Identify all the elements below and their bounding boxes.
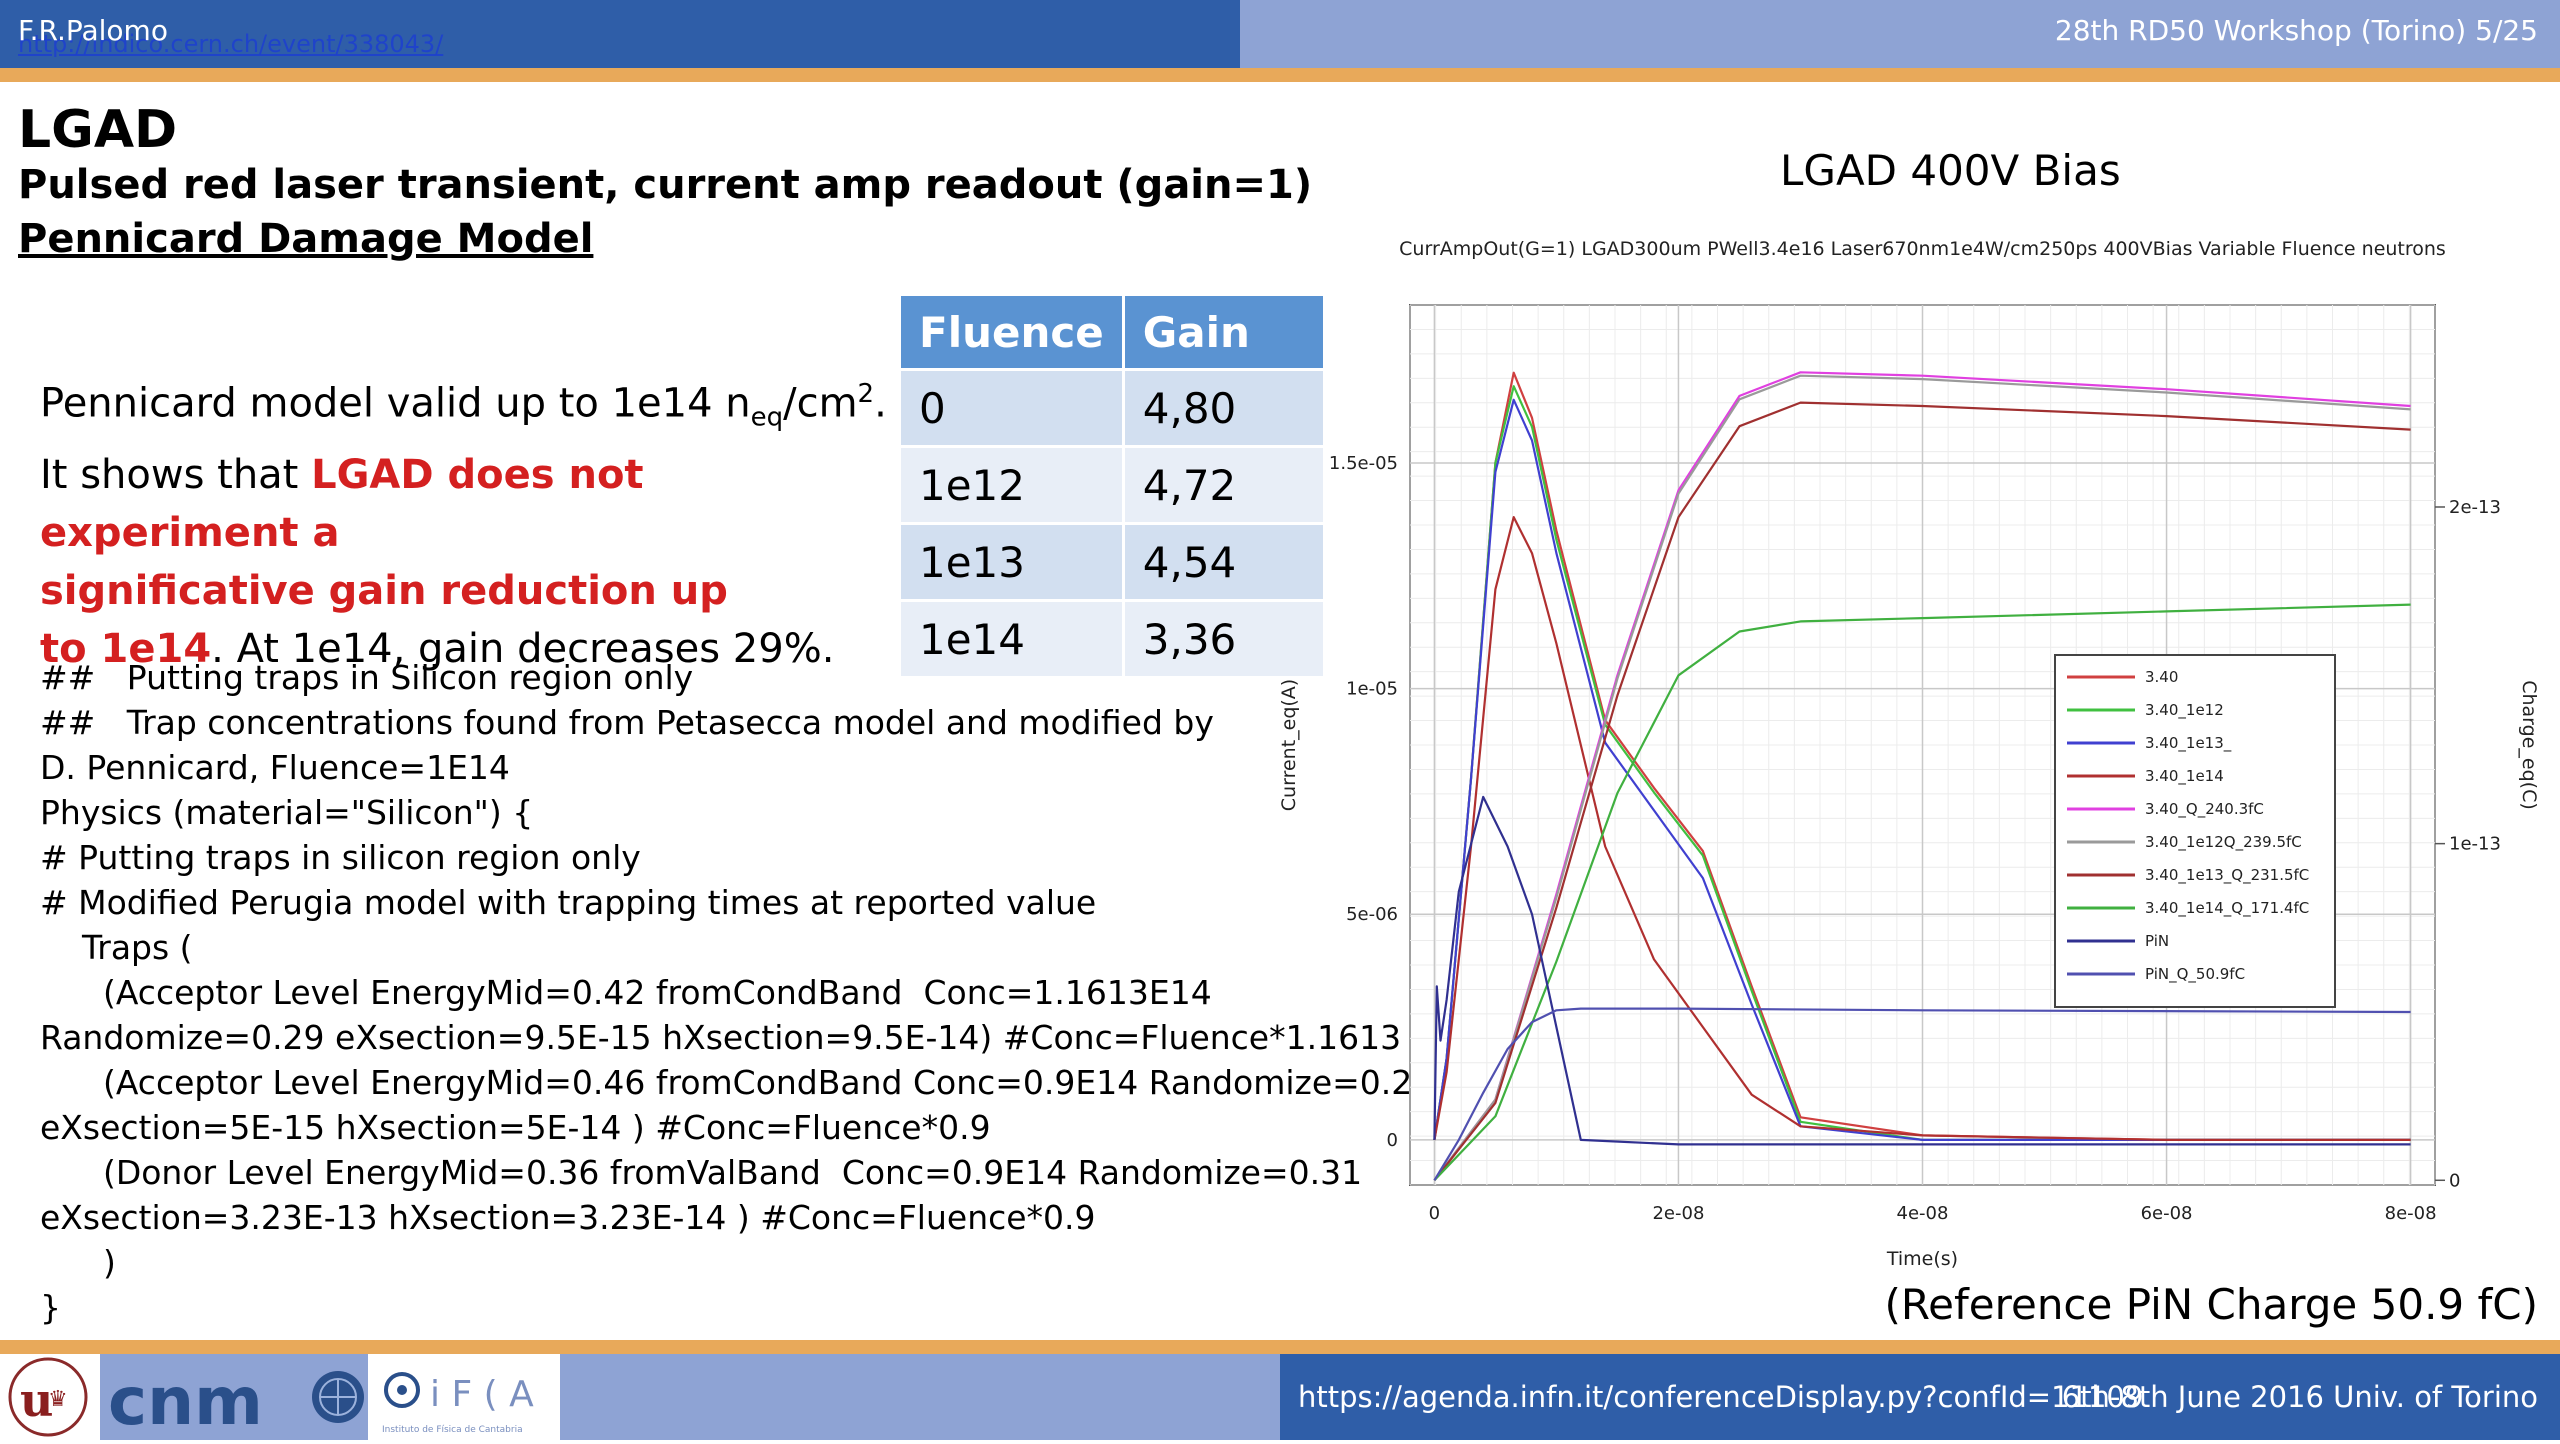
conference-date: 6th-8th June 2016 Univ. of Torino xyxy=(2062,1380,2538,1414)
summary-text: Pennicard model valid up to 1e14 n xyxy=(40,380,751,426)
table-row: 0 4,80 xyxy=(900,370,1325,447)
x-tick-label: 4e-08 xyxy=(1897,1203,1949,1224)
code-line: ) xyxy=(40,1240,1330,1285)
author-name: F.R.Palomo xyxy=(18,14,168,47)
table-cell: 1e12 xyxy=(900,447,1124,524)
code-line: Physics (material="Silicon") { xyxy=(40,790,1330,835)
conference-link[interactable]: https://agenda.infn.it/conferenceDisplay… xyxy=(1298,1380,2143,1414)
workshop-page-label: 28th RD50 Workshop (Torino) 5/25 xyxy=(2055,14,2538,47)
institution-logos: u ♛ cnm i F ( A Instituto de Física de C… xyxy=(0,1354,560,1440)
code-line: } xyxy=(40,1285,1330,1330)
y-tick-label: 1e-05 xyxy=(1346,679,1398,700)
cnm-logo: cnm xyxy=(108,1363,263,1440)
summary-subscript: eq xyxy=(751,402,784,432)
code-line: Traps ( xyxy=(40,925,1330,970)
logo-strip: u ♛ cnm i F ( A Instituto de Física de C… xyxy=(0,1354,560,1440)
y-tick-label: 5e-06 xyxy=(1346,904,1398,925)
summary-paragraph: Pennicard model valid up to 1e14 neq/cm2… xyxy=(40,365,890,678)
header-accent-stripe xyxy=(0,68,2560,82)
legend-label: PiN_Q_50.9fC xyxy=(2145,965,2245,984)
reference-note: (Reference PiN Charge 50.9 fC) xyxy=(1884,1280,2538,1329)
y-tick-label: 0 xyxy=(1387,1130,1398,1151)
legend-label: PiN xyxy=(2145,932,2169,950)
code-line: ## Putting traps in Silicon region only xyxy=(40,655,1330,700)
y-axis-label: Current_eq(A) xyxy=(1278,679,1300,811)
y2-tick-label: 0 xyxy=(2449,1170,2460,1191)
chart-title: CurrAmpOut(G=1) LGAD300um PWell3.4e16 La… xyxy=(1399,238,2446,260)
ifca-subtitle: Instituto de Física de Cantabria xyxy=(382,1425,523,1435)
table-header-row: Fluence Gain xyxy=(900,295,1325,370)
legend-label: 3.40_1e13_Q_231.5fC xyxy=(2145,866,2309,885)
x-tick-label: 6e-08 xyxy=(2141,1203,2193,1224)
x-axis-label: Time(s) xyxy=(1886,1248,1958,1270)
summary-superscript: 2 xyxy=(858,379,875,409)
table-header: Fluence xyxy=(900,295,1124,370)
legend-label: 3.40_1e14 xyxy=(2145,767,2224,786)
transient-chart: CurrAmpOut(G=1) LGAD300um PWell3.4e16 La… xyxy=(1270,225,2540,1275)
code-line: # Putting traps in silicon region only xyxy=(40,835,1330,880)
y2-tick-label: 2e-13 xyxy=(2449,497,2501,518)
x-tick-label: 2e-08 xyxy=(1652,1203,1704,1224)
slide-title: LGAD xyxy=(18,100,177,160)
model-name: Pennicard Damage Model xyxy=(18,216,593,262)
university-seal-logo: u ♛ xyxy=(10,1359,86,1435)
summary-text: /cm xyxy=(783,380,857,426)
table-row: 1e13 4,54 xyxy=(900,524,1325,601)
summary-text: . xyxy=(874,380,887,426)
legend-label: 3.40_1e12Q_239.5fC xyxy=(2145,833,2302,852)
network-sphere-icon xyxy=(312,1371,364,1423)
ifca-logo: i F ( A Instituto de Física de Cantabria xyxy=(382,1374,534,1435)
code-line: eXsection=5E-15 hXsection=5E-14 ) #Conc=… xyxy=(40,1105,1330,1150)
code-line: Randomize=0.29 eXsection=9.5E-15 hXsecti… xyxy=(40,1015,1330,1060)
code-line: ## Trap concentrations found from Petase… xyxy=(40,700,1330,745)
table-cell: 0 xyxy=(900,370,1124,447)
table-row: 1e12 4,72 xyxy=(900,447,1325,524)
fluence-gain-table: Fluence Gain 0 4,80 1e12 4,72 1e13 4,54 … xyxy=(898,293,1326,679)
code-line: # Modified Perugia model with trapping t… xyxy=(40,880,1330,925)
table-cell: 1e13 xyxy=(900,524,1124,601)
svg-text:♛: ♛ xyxy=(48,1387,68,1412)
legend-label: 3.40 xyxy=(2145,668,2178,686)
ifca-wordmark: i F ( A xyxy=(430,1374,534,1415)
code-line: (Acceptor Level EnergyMid=0.46 fromCondB… xyxy=(40,1060,1330,1105)
legend-label: 3.40_Q_240.3fC xyxy=(2145,800,2264,819)
legend-label: 3.40_1e14_Q_171.4fC xyxy=(2145,899,2309,918)
footer-accent-stripe xyxy=(0,1340,2560,1354)
chart-heading: LGAD 400V Bias xyxy=(1780,146,2121,195)
slide-subtitle: Pulsed red laser transient, current amp … xyxy=(18,162,1312,208)
code-block: ## Putting traps in Silicon region only #… xyxy=(40,655,1330,1330)
code-line: eXsection=3.23E-13 hXsection=3.23E-14 ) … xyxy=(40,1195,1330,1240)
x-tick-label: 8e-08 xyxy=(2385,1203,2437,1224)
x-tick-label: 0 xyxy=(1429,1203,1440,1224)
y2-axis-label: Charge_eq(C) xyxy=(2518,680,2540,810)
legend-label: 3.40_1e13_ xyxy=(2145,734,2232,753)
summary-text: It shows that xyxy=(40,452,311,498)
code-line: D. Pennicard, Fluence=1E14 xyxy=(40,745,1330,790)
summary-highlight: significative gain reduction up xyxy=(40,568,728,614)
y2-tick-label: 1e-13 xyxy=(2449,834,2501,855)
y-tick-label: 1.5e-05 xyxy=(1329,453,1398,474)
code-line: (Acceptor Level EnergyMid=0.42 fromCondB… xyxy=(40,970,1330,1015)
code-line: (Donor Level EnergyMid=0.36 fromValBand … xyxy=(40,1150,1330,1195)
legend-label: 3.40_1e12 xyxy=(2145,701,2224,720)
